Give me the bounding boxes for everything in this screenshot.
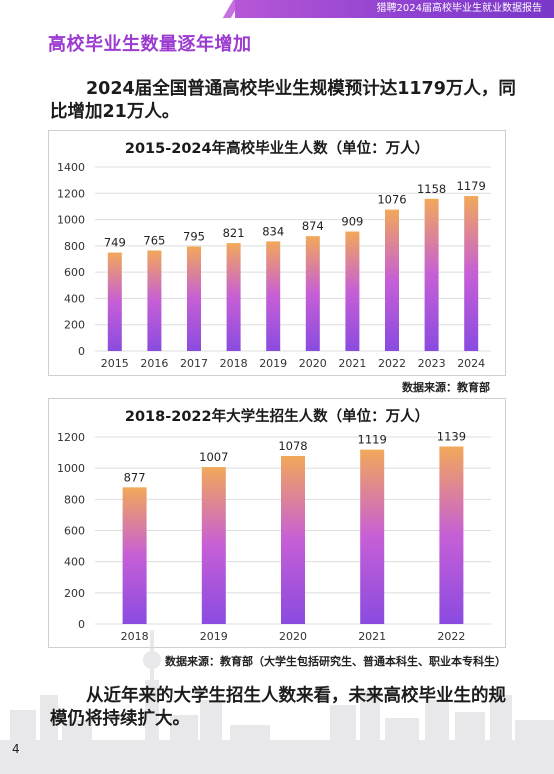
x-tick-label: 2022: [378, 357, 406, 370]
x-tick-label: 2020: [299, 357, 327, 370]
data-label: 874: [302, 219, 324, 233]
data-source: 数据来源：教育部（大学生包括研究生、普通本科生、职业本专科生）: [165, 655, 506, 668]
enrollment-chart: 2018-2022年大学生招生人数（单位：万人） 0 200 400 600 800 10…: [48, 398, 506, 648]
data-source: 数据来源：教育部: [402, 381, 490, 394]
city-skyline-illustration: [0, 630, 554, 774]
page-number: 4: [12, 742, 20, 756]
report-title: 猎聘2024届高校毕业生就业数据报告: [376, 3, 542, 14]
y-tick-label: 1000: [57, 462, 85, 475]
bar: [385, 209, 399, 351]
y-tick-label: 1200: [57, 431, 85, 444]
section-title: 高校毕业生数量逐年增加: [48, 34, 252, 55]
y-tick-label: 800: [64, 240, 85, 253]
x-tick-label: 2019: [259, 357, 287, 370]
chart-title: 2015-2024年高校毕业生人数（单位：万人）: [124, 141, 430, 157]
x-tick-label: 2021: [358, 630, 386, 643]
data-label: 749: [104, 236, 126, 250]
y-tick-label: 800: [64, 493, 85, 506]
graduates-chart-svg: 0 200 400 600 800 1000 1200 1400 749 2015 765 2016 7…: [57, 161, 491, 370]
chart-title: 2018-2022年大学生招生人数（单位：万人）: [124, 409, 430, 425]
data-label: 1179: [457, 179, 486, 193]
data-label: 1119: [358, 433, 387, 447]
bar: [147, 250, 162, 351]
bar: [464, 196, 479, 351]
graduates-chart: 2015-2024年高校毕业生人数（单位：万人） 0 200 400 600 800 10…: [48, 130, 506, 376]
data-label: 1078: [278, 439, 307, 453]
data-label: 1007: [199, 450, 228, 464]
bar: [201, 467, 226, 624]
bar: [122, 487, 147, 624]
x-tick-label: 2019: [200, 630, 228, 643]
x-tick-label: 2016: [140, 357, 168, 370]
x-tick-label: 2020: [279, 630, 307, 643]
bar: [281, 456, 305, 624]
x-tick-label: 2018: [220, 357, 248, 370]
bar: [107, 252, 122, 351]
bar: [266, 241, 281, 351]
banner-bar: [235, 0, 554, 18]
y-tick-label: 600: [64, 525, 85, 538]
top-banner: 猎聘2024届高校毕业生就业数据报告: [0, 0, 554, 18]
bar: [345, 231, 360, 351]
bar: [226, 243, 241, 351]
bar: [439, 446, 464, 624]
data-label: 877: [124, 470, 146, 484]
y-tick-label: 0: [78, 618, 85, 631]
y-tick-label: 600: [64, 266, 85, 279]
data-label: 1139: [437, 430, 466, 444]
data-label: 795: [183, 230, 205, 244]
bar: [424, 198, 439, 351]
bar: [360, 449, 385, 624]
bar: [305, 236, 320, 351]
x-tick-label: 2018: [121, 630, 149, 643]
x-tick-label: 2017: [180, 357, 208, 370]
data-label: 765: [143, 233, 165, 247]
y-tick-label: 0: [78, 345, 85, 358]
x-tick-label: 2024: [457, 357, 485, 370]
intro-paragraph: 2024届全国普通高校毕业生规模预计达1179万人，同比增加21万人。: [50, 79, 516, 122]
data-label: 821: [223, 226, 245, 240]
bar: [187, 246, 201, 351]
data-label: 1076: [377, 193, 406, 207]
y-tick-label: 200: [64, 587, 85, 600]
x-tick-label: 2023: [418, 357, 446, 370]
y-tick-label: 400: [64, 292, 85, 305]
data-label: 909: [341, 215, 363, 229]
y-tick-label: 1000: [57, 214, 85, 227]
data-label: 834: [262, 224, 284, 238]
y-tick-label: 200: [64, 319, 85, 332]
outro-paragraph: 从近年来的大学生招生人数来看，未来高校毕业生的规模仍将持续扩大。: [50, 686, 506, 729]
x-tick-label: 2015: [101, 357, 129, 370]
data-label: 1158: [417, 182, 446, 196]
x-tick-label: 2021: [338, 357, 366, 370]
y-tick-label: 1400: [57, 161, 85, 174]
enrollment-chart-svg: 0 200 400 600 800 1000 1200 877 2018 1007 2019 1078…: [57, 430, 491, 643]
x-tick-label: 2022: [437, 630, 465, 643]
y-tick-label: 400: [64, 556, 85, 569]
y-tick-label: 1200: [57, 187, 85, 200]
